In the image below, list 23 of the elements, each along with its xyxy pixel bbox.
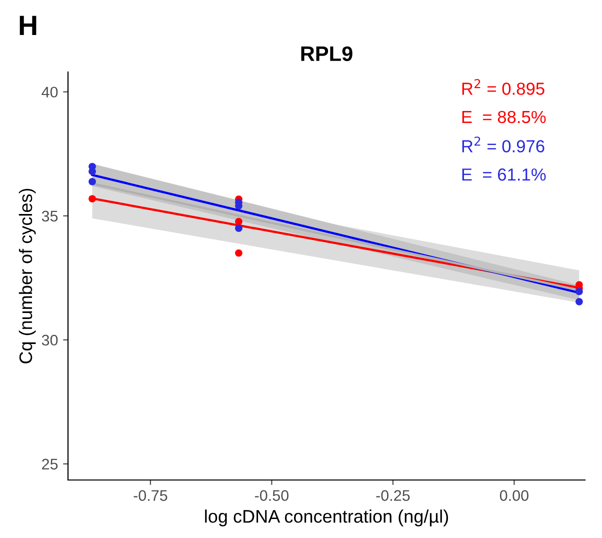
x-axis-title: log cDNA concentration (ng/µl) — [205, 510, 448, 526]
point — [576, 298, 583, 306]
point — [235, 249, 242, 257]
annotation: E = 88.5% — [462, 110, 546, 124]
point — [235, 218, 242, 226]
x-tick-label: -0.25 — [376, 490, 410, 501]
point — [235, 224, 242, 232]
point — [576, 288, 583, 296]
point — [88, 195, 96, 202]
annotation: E = 61.1% — [462, 168, 546, 181]
annotation: R$^{2}$ = 0.976 — [462, 136, 544, 152]
chart-title: RPL9 — [301, 46, 352, 62]
x-tick-label: 0.00 — [500, 490, 528, 501]
annotation: R$^{2}$ = 0.895 — [462, 79, 544, 95]
point — [88, 178, 96, 186]
y-tick-label: 35 — [42, 210, 58, 222]
y-tick-label: 25 — [42, 458, 58, 470]
y-tick-label: 40 — [42, 86, 58, 98]
text: H — [20, 16, 36, 35]
y-axis-title: Cq (number of cycles) — [18, 188, 36, 364]
x-tick-label: -0.50 — [254, 490, 289, 501]
x-tick-label: -0.75 — [134, 490, 168, 501]
y-tick-label: 30 — [42, 334, 58, 346]
